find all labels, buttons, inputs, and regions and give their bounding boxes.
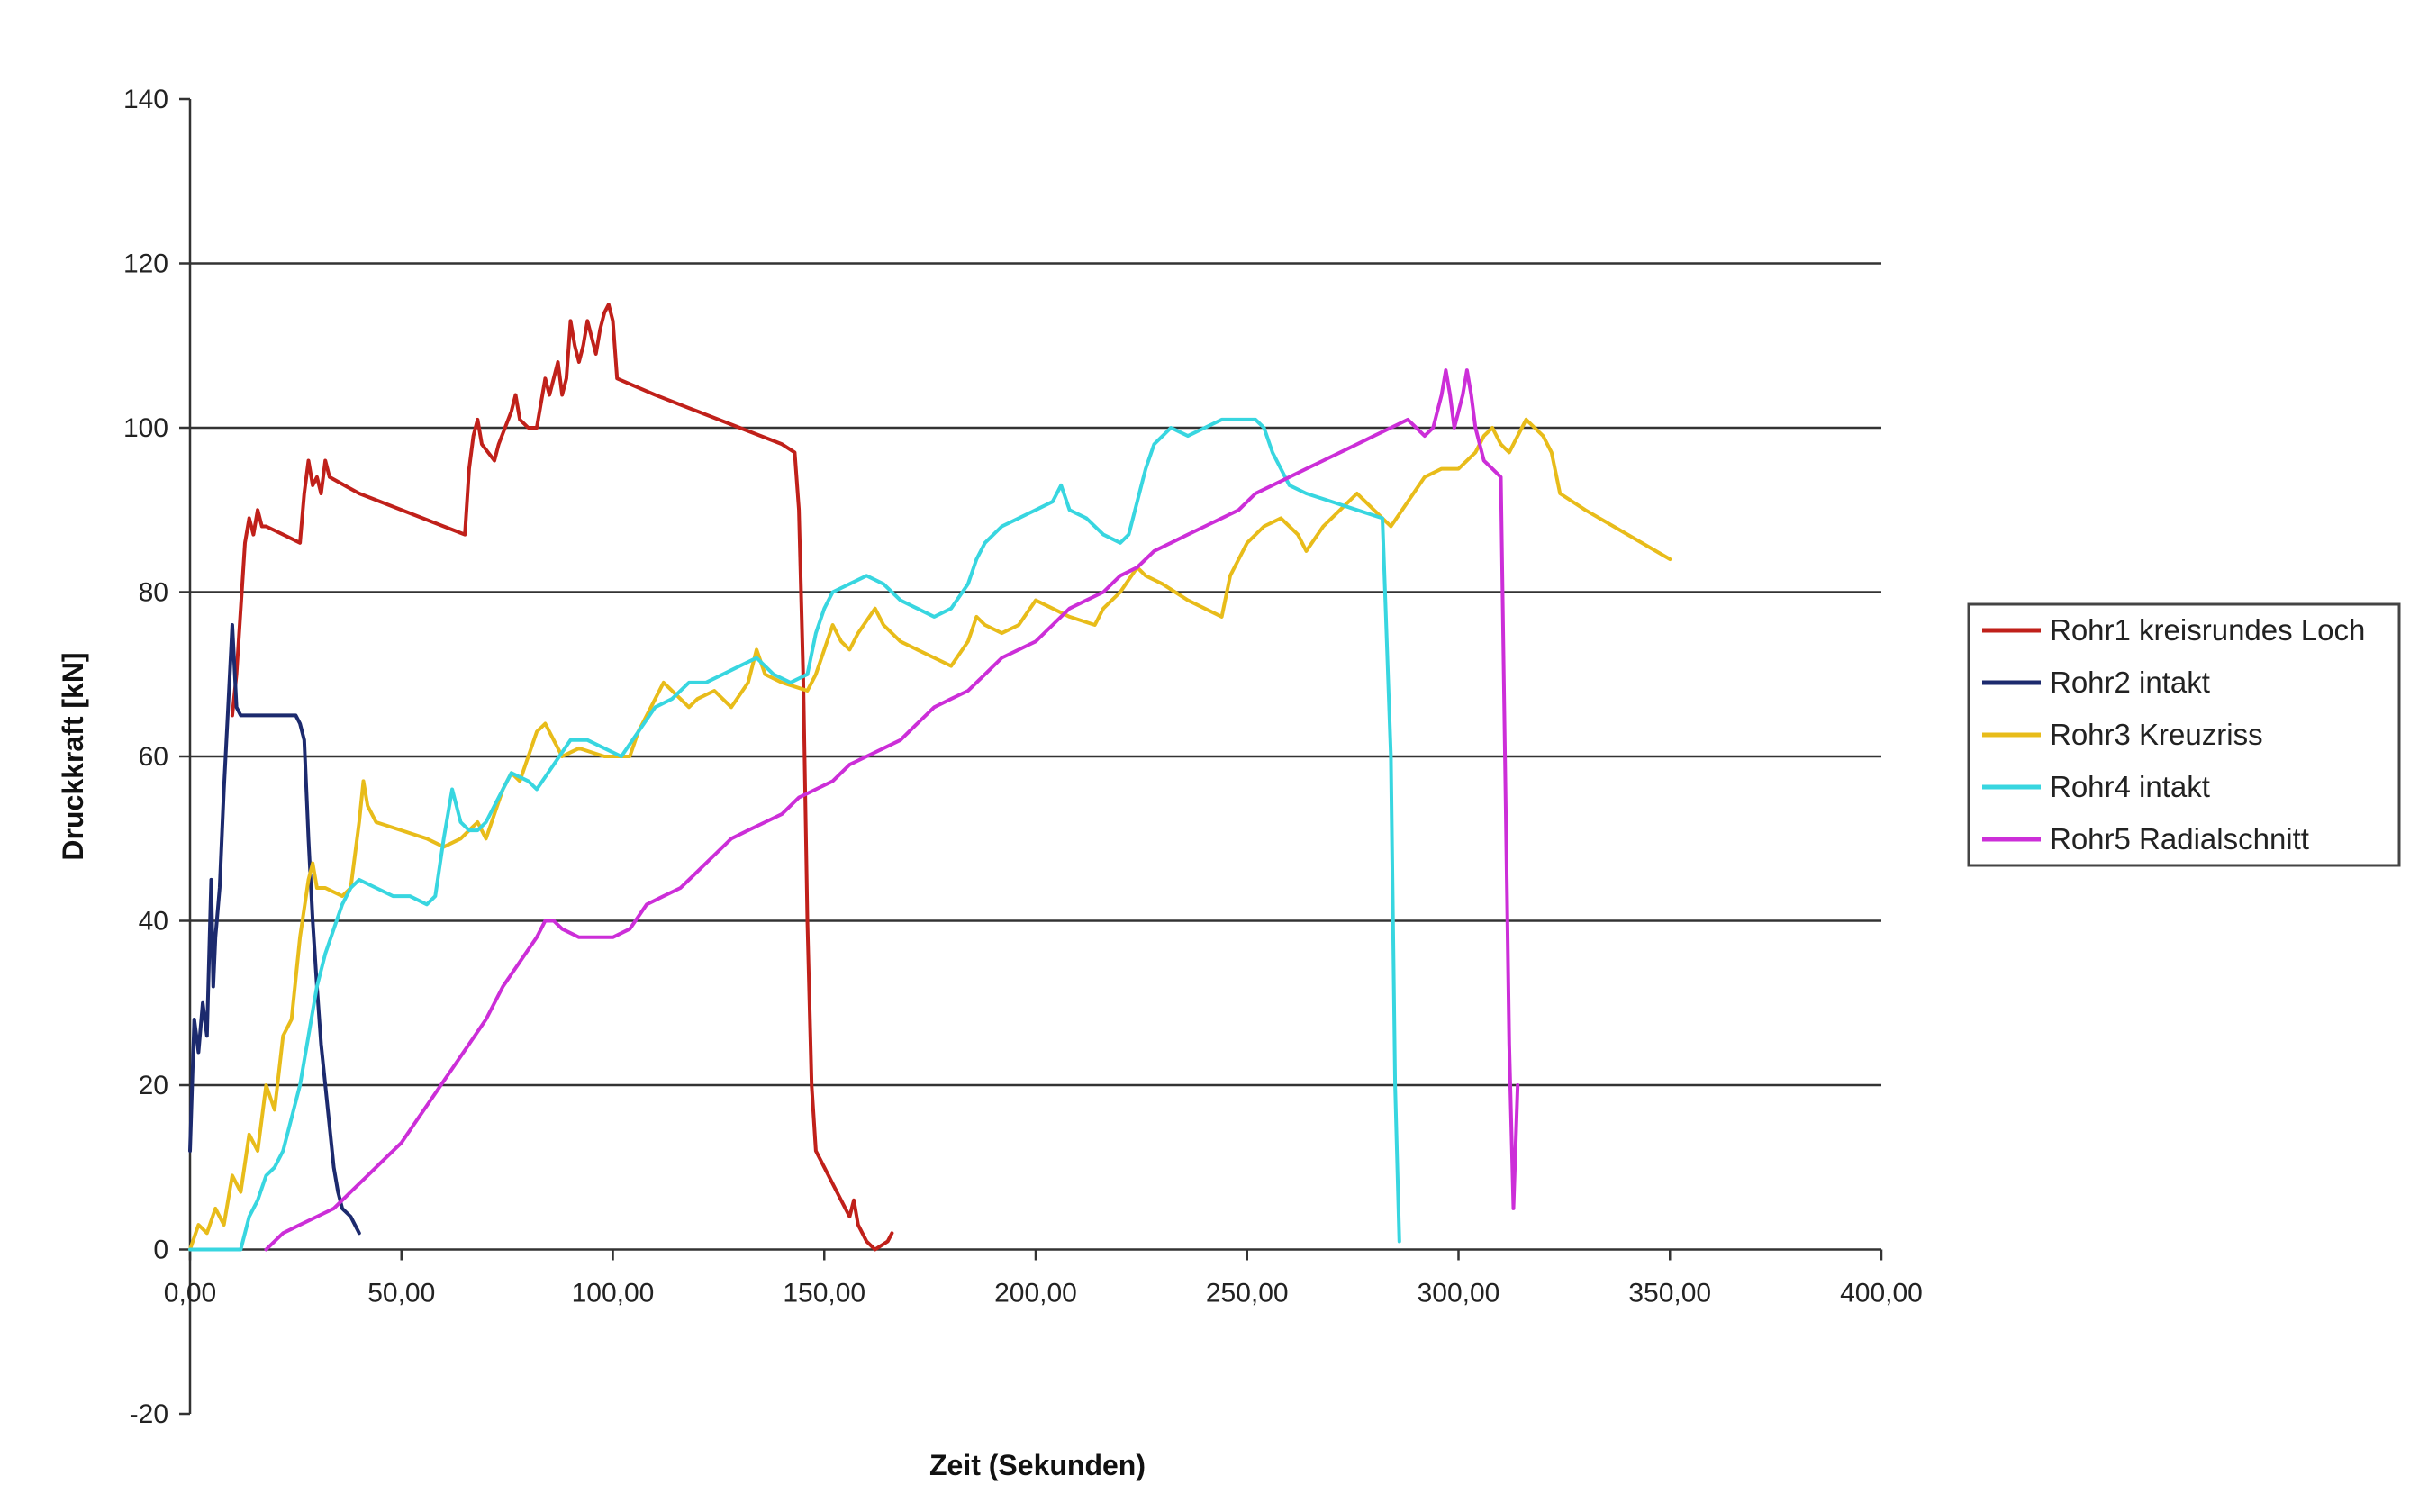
x-tick-label: 150,00 (783, 1279, 865, 1308)
legend-label-2: Rohr2 intakt (2050, 665, 2210, 699)
y-tick-label: 40 (139, 907, 168, 937)
series-line-2 (188, 623, 361, 1236)
legend: Rohr1 kreisrundes Loch Rohr2 intakt Rohr3 … (1967, 602, 2401, 867)
axes (179, 97, 1883, 1416)
legend-label-1: Rohr1 kreisrundes Loch (2050, 613, 2365, 647)
y-tick-label: 100 (123, 413, 168, 443)
x-axis-title: Zeit (Sekunden) (929, 1449, 1146, 1481)
x-tick-label: 350,00 (1628, 1279, 1711, 1308)
x-tick-label: 200,00 (994, 1279, 1077, 1308)
y-tick-label: 80 (139, 578, 168, 608)
y-axis-title: Druckkraft [kN] (57, 652, 89, 860)
x-tick-label: 250,00 (1206, 1279, 1289, 1308)
legend-label-5: Rohr5 Radialschnitt (2050, 822, 2309, 856)
y-tick-label: 0 (153, 1236, 168, 1265)
series-line-1 (230, 303, 894, 1252)
grid-lines (190, 262, 1881, 1087)
legend-label-4: Rohr4 intakt (2050, 770, 2210, 803)
x-tick-label: 300,00 (1418, 1279, 1500, 1308)
y-tick-label: -20 (130, 1399, 168, 1429)
y-tick-label: 60 (139, 742, 168, 772)
x-tick-label: 400,00 (1840, 1279, 1923, 1308)
series-line-4 (188, 417, 1401, 1252)
tick-labels: -20 0 20 40 60 80 100 120 140 0,00 50,00 100,00 150,… (123, 85, 1923, 1429)
x-tick-label: 50,00 (367, 1279, 435, 1308)
legend-label-3: Rohr3 Kreuzriss (2050, 718, 2263, 751)
data-series (188, 303, 1672, 1252)
y-tick-label: 140 (123, 85, 168, 114)
y-tick-label: 20 (139, 1071, 168, 1100)
series-line-5 (264, 368, 1520, 1252)
x-tick-label: 0,00 (164, 1279, 216, 1308)
y-tick-label: 120 (123, 249, 168, 279)
x-tick-label: 100,00 (572, 1279, 655, 1308)
